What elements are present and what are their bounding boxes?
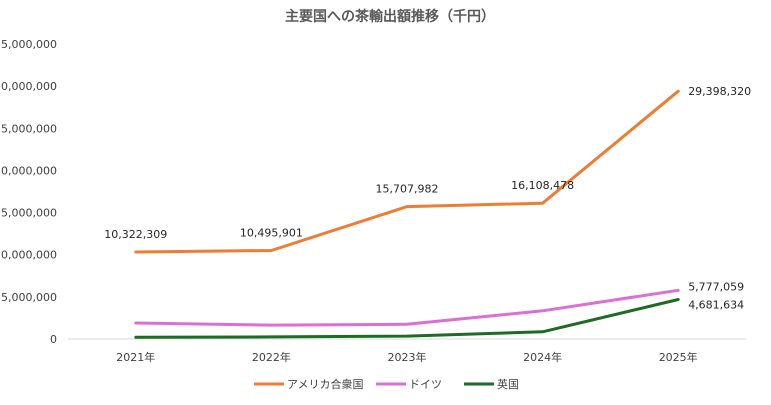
series-line-0: [134, 89, 680, 254]
chart-title: 主要国への茶輸出額推移（千円）: [285, 8, 495, 25]
data-label: 15,707,982: [376, 183, 439, 196]
data-labels: 10,322,309 10,495,901 15,707,982 16,108,478…: [104, 85, 751, 311]
legend-item-2: 英国: [464, 377, 519, 391]
y-tick-label: 20,000,000: [0, 164, 57, 177]
x-tick-label: 2024年: [523, 350, 562, 364]
legend-item-0: アメリカ合衆国: [254, 377, 363, 391]
series-line-2: [134, 298, 680, 339]
data-label: 5,777,059: [688, 280, 744, 293]
y-tick-label: 0: [50, 333, 57, 346]
legend-item-1: ドイツ: [376, 378, 442, 391]
legend-label: 英国: [497, 377, 519, 391]
x-tick-label: 2022年: [252, 350, 291, 364]
x-tick-label: 2021年: [116, 350, 155, 364]
legend-label: ドイツ: [409, 378, 442, 391]
data-label: 4,681,634: [688, 299, 744, 312]
y-tick-label: 5,000,000: [1, 291, 57, 304]
series-line-1: [134, 288, 680, 327]
x-tick-label: 2023年: [388, 350, 427, 364]
axes: 0 5,000,000 10,000,000 15,000,000 20,000,000…: [0, 38, 746, 364]
y-tick-label: 25,000,000: [0, 122, 57, 135]
series-lines: [134, 89, 680, 339]
legend: アメリカ合衆国 ドイツ 英国: [254, 377, 519, 391]
x-tick-label: 2025年: [659, 350, 698, 364]
data-label: 10,322,309: [104, 228, 167, 241]
legend-label: アメリカ合衆国: [287, 377, 363, 391]
y-tick-label: 35,000,000: [0, 38, 57, 51]
y-tick-label: 10,000,000: [0, 249, 57, 262]
data-label: 16,108,478: [511, 179, 574, 192]
data-label: 29,398,320: [688, 85, 751, 98]
y-tick-label: 30,000,000: [0, 80, 57, 93]
data-label: 10,495,901: [240, 227, 303, 240]
y-tick-label: 15,000,000: [0, 207, 57, 220]
